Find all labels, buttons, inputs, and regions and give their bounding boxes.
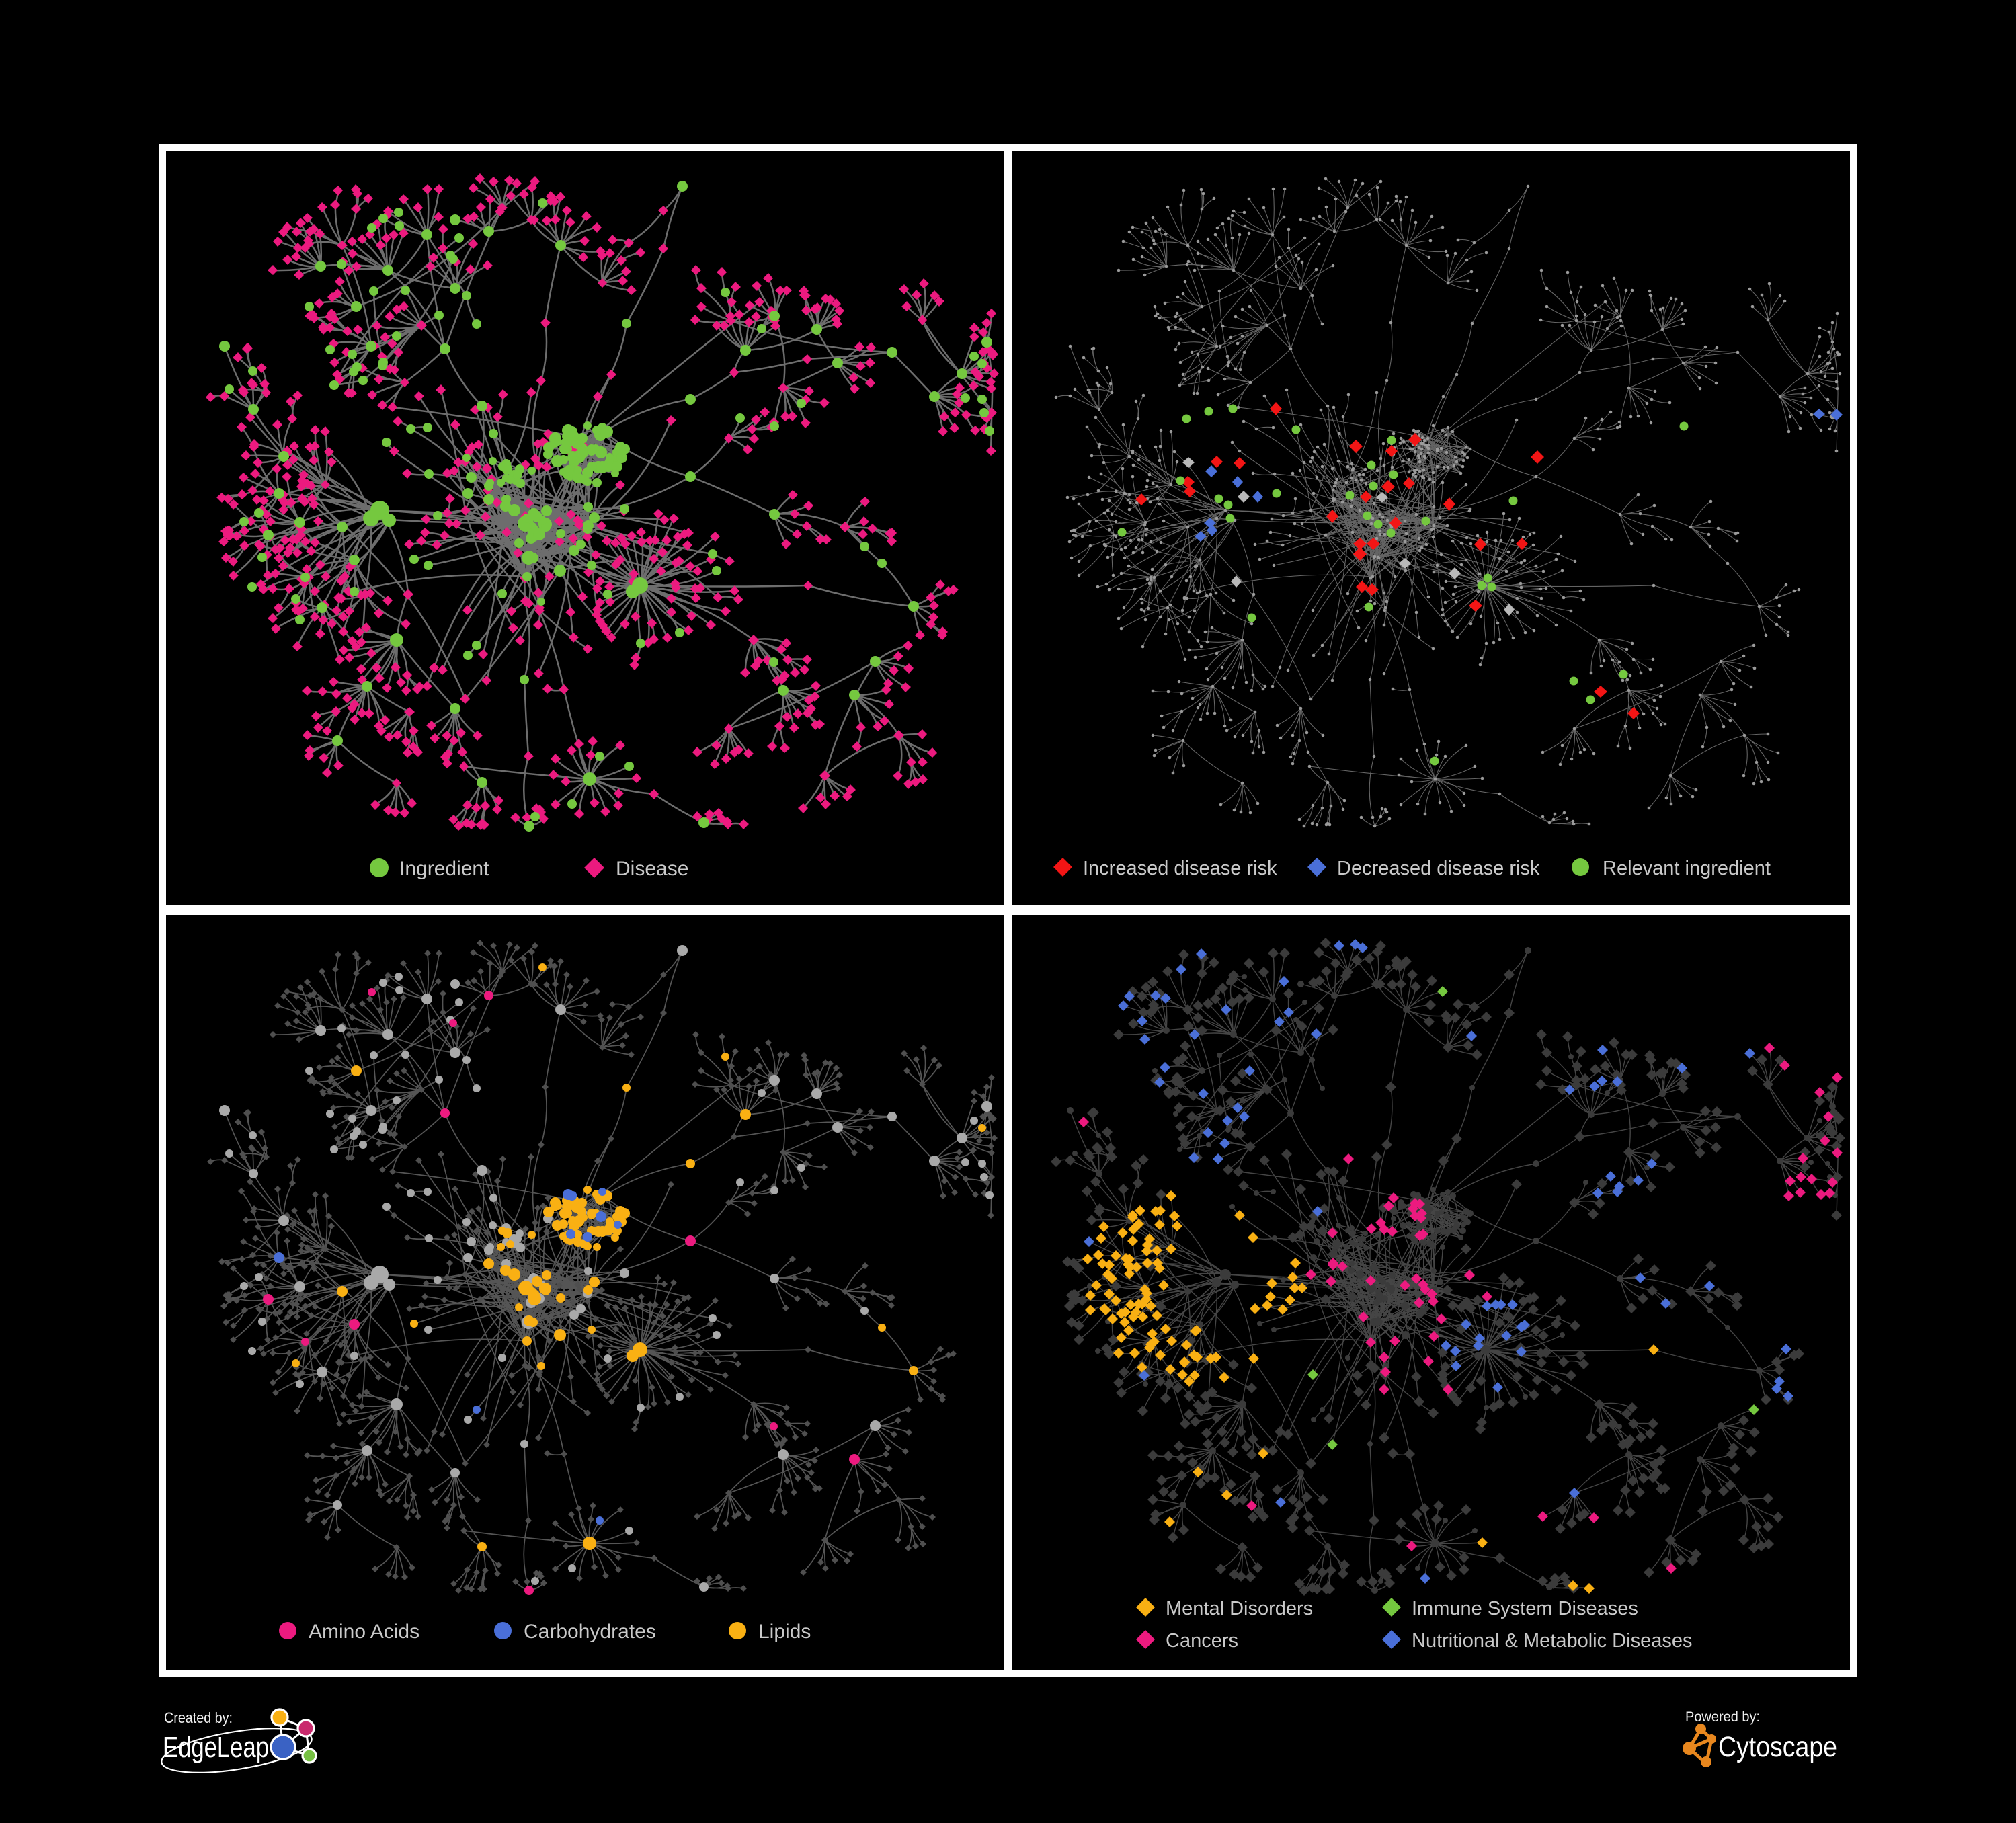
svg-text:Immune System Diseases: Immune System Diseases: [1412, 1598, 1638, 1619]
svg-text:Cytoscape: Cytoscape: [1718, 1731, 1837, 1763]
svg-text:Increased disease risk: Increased disease risk: [1083, 858, 1277, 879]
svg-text:Powered by:: Powered by:: [1685, 1709, 1760, 1725]
svg-text:Cancers: Cancers: [1166, 1630, 1238, 1652]
svg-text:Decreased disease risk: Decreased disease risk: [1337, 858, 1540, 879]
svg-text:Nutritional & Metabolic Diseas: Nutritional & Metabolic Diseases: [1412, 1630, 1692, 1652]
svg-text:Mental Disorders: Mental Disorders: [1166, 1598, 1313, 1619]
svg-text:Created by:: Created by:: [164, 1709, 233, 1726]
svg-text:Disease: Disease: [616, 858, 688, 880]
svg-text:Carbohydrates: Carbohydrates: [524, 1621, 656, 1643]
svg-text:Amino Acids: Amino Acids: [309, 1621, 419, 1643]
svg-text:Ingredient: Ingredient: [399, 858, 489, 880]
svg-text:EdgeLeap: EdgeLeap: [163, 1731, 269, 1764]
svg-text:Lipids: Lipids: [758, 1621, 811, 1643]
svg-text:Relevant ingredient: Relevant ingredient: [1603, 858, 1771, 879]
